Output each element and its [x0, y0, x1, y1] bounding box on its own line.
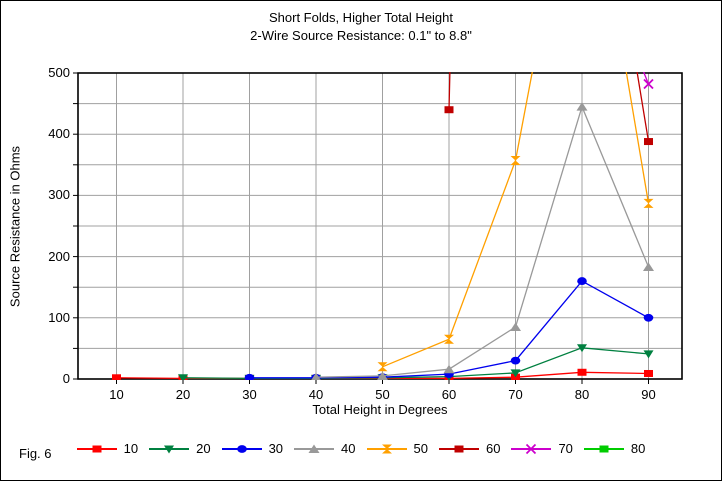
hourglass-marker — [377, 362, 388, 372]
legend-item-10: 10 — [76, 441, 139, 456]
chart-title: Short Folds, Higher Total Height — [268, 10, 454, 25]
legend-label: 70 — [558, 441, 573, 456]
chart-subtitle: 2-Wire Source Resistance: 0.1" to 8.8" — [250, 28, 472, 43]
x-tick-label: 30 — [242, 387, 257, 402]
x-tick-label: 60 — [441, 387, 457, 402]
chart-legend: 10 20 30 40 50 60 70 80 — [30, 441, 692, 456]
legend-swatch — [583, 445, 624, 452]
x-tick-label: 80 — [574, 387, 590, 402]
y-tick-label: 500 — [48, 65, 70, 80]
legend-item-20: 20 — [149, 441, 211, 456]
triangle-up-marker — [311, 372, 321, 380]
triangle-up-marker — [576, 102, 588, 111]
figure-number-label: Fig. 6 — [19, 446, 52, 461]
series-line-40 — [315, 104, 650, 378]
triangle-up-marker — [377, 371, 388, 380]
x-tick-label: 70 — [508, 387, 523, 402]
legend-label: 80 — [630, 441, 646, 456]
y-tick-label: 0 — [62, 371, 70, 386]
legend-swatch — [149, 445, 190, 453]
circle-marker — [236, 444, 247, 453]
hourglass-marker — [444, 334, 454, 344]
square-marker — [112, 374, 121, 380]
circle-marker — [510, 356, 521, 365]
legend-item-50: 50 — [366, 441, 428, 456]
square-marker — [599, 445, 609, 452]
legend-label: 40 — [341, 441, 356, 456]
x-tick-label: 40 — [308, 387, 324, 402]
legend-label: 30 — [268, 441, 284, 456]
triangle-up-marker — [443, 364, 455, 374]
y-axis-label: Source Resistance in Ohms — [7, 145, 23, 308]
triangle-up-marker — [308, 444, 320, 453]
legend-item-70: 70 — [511, 441, 573, 456]
x-cross-marker — [526, 443, 537, 454]
y-tick-label: 400 — [48, 126, 70, 142]
square-marker — [92, 445, 102, 452]
x-tick-label: 50 — [375, 387, 390, 402]
triangle-down-marker — [643, 350, 654, 359]
x-cross-marker — [643, 78, 654, 90]
y-tick-label: 200 — [48, 248, 70, 264]
legend-item-80: 80 — [583, 441, 646, 456]
y-tick-label: 100 — [48, 309, 70, 325]
chart-title-block: Short Folds, Higher Total Height 2-Wire … — [0, 9, 722, 45]
x-tick-label: 10 — [109, 387, 124, 402]
legend-swatch — [511, 443, 552, 454]
series-line-70 — [642, 72, 650, 85]
legend-swatch — [221, 444, 262, 453]
y-tick-label: 300 — [48, 187, 70, 203]
square-marker — [444, 106, 454, 114]
legend-item-40: 40 — [294, 441, 356, 456]
legend-swatch — [366, 444, 407, 453]
triangle-down-marker — [577, 344, 587, 353]
square-marker — [644, 138, 653, 146]
legend-swatch — [294, 444, 335, 453]
triangle-up-marker — [643, 262, 654, 272]
legend-swatch — [438, 445, 479, 452]
triangle-down-marker — [510, 369, 521, 378]
square-marker — [644, 369, 653, 377]
legend-label: 50 — [413, 441, 428, 456]
triangle-down-marker — [178, 374, 188, 380]
hourglass-marker — [381, 444, 392, 453]
legend-label: 60 — [485, 441, 501, 456]
legend-swatch — [76, 445, 117, 452]
legend-label: 10 — [123, 441, 139, 456]
x-tick-label: 90 — [641, 387, 656, 402]
circle-marker — [643, 313, 654, 322]
legend-item-60: 60 — [438, 441, 501, 456]
x-axis-label: Total Height in Degrees — [312, 402, 448, 417]
x-tick-label: 20 — [175, 387, 191, 402]
legend-label: 20 — [196, 441, 211, 456]
circle-marker — [244, 373, 255, 380]
hourglass-marker — [643, 198, 654, 208]
triangle-up-marker — [510, 322, 521, 331]
series-line-60 — [448, 72, 650, 142]
square-marker — [454, 445, 464, 452]
circle-marker — [577, 277, 587, 285]
hourglass-marker — [510, 156, 521, 166]
legend-item-30: 30 — [221, 441, 284, 456]
square-marker — [577, 368, 587, 376]
triangle-down-marker — [164, 445, 175, 453]
series-group — [112, 72, 654, 380]
